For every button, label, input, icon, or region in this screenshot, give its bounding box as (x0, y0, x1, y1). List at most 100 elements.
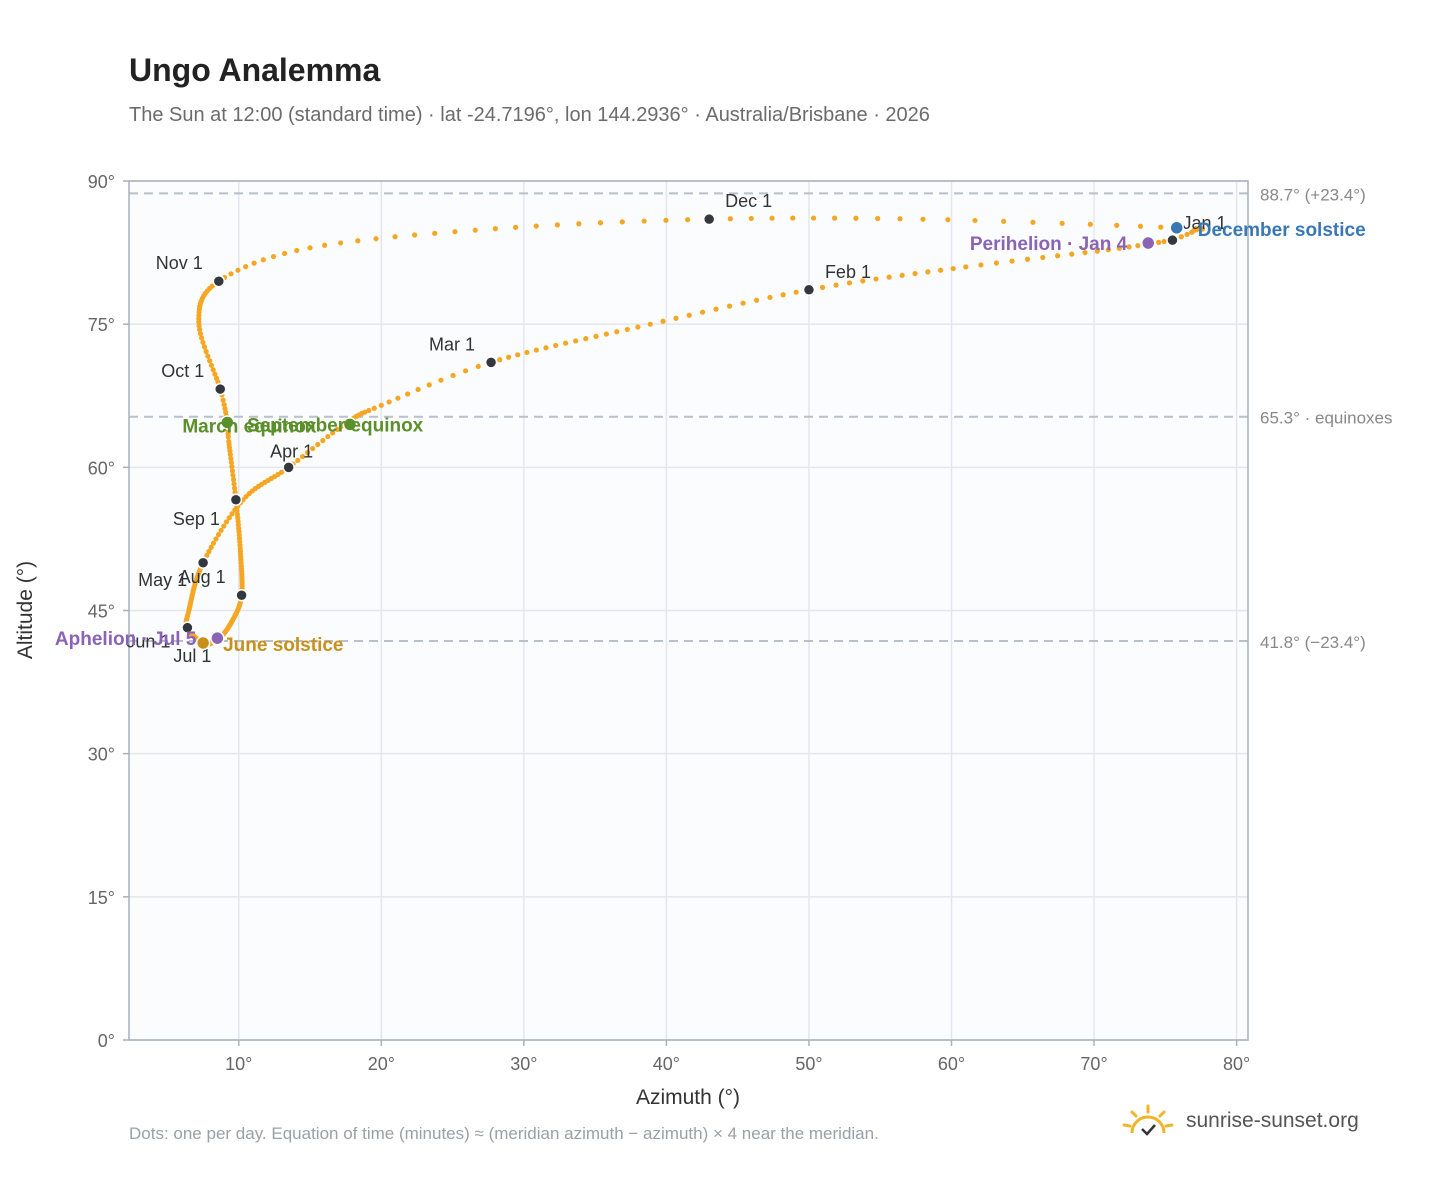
sun-dot (338, 240, 344, 246)
sun-dot (524, 349, 530, 356)
brand-name: sunrise-sunset.org (1186, 1109, 1359, 1132)
sun-dot (945, 217, 951, 223)
sun-dot (295, 457, 301, 463)
sun-dot (685, 217, 691, 223)
event-dot-june-solstice (195, 635, 211, 651)
sun-dot (727, 216, 733, 222)
event-dot-perihelion-jan-4 (1140, 235, 1156, 251)
event-label-september-equinox: September equinox (247, 415, 424, 436)
sun-dot (1184, 231, 1190, 238)
sun-dot (282, 250, 288, 257)
sun-dot (1094, 248, 1100, 254)
sun-dot (226, 438, 232, 445)
sun-dot (197, 327, 203, 333)
sun-dot (371, 405, 377, 411)
sun-dot (1030, 219, 1036, 225)
sun-dot (831, 215, 838, 221)
month-dot-sep-1 (229, 493, 243, 507)
y-tick-label-3: 45° (88, 602, 115, 622)
sun-dot (563, 340, 569, 346)
x-tick-label-5: 60° (938, 1054, 965, 1074)
sun-dot (325, 433, 331, 440)
month-label-jun-1: Jun 1 (126, 632, 170, 652)
sun-dot (378, 402, 384, 408)
month-dot-dec-1 (702, 212, 716, 226)
sun-dot (322, 242, 328, 248)
sun-dot (619, 219, 625, 225)
sun-dot (270, 253, 277, 260)
sun-dot (1114, 222, 1120, 228)
sun-dot (432, 230, 438, 236)
sun-dot (614, 329, 620, 335)
sun-dot (833, 282, 839, 288)
month-label-mar-1: Mar 1 (429, 334, 475, 354)
sun-dot (210, 540, 217, 546)
month-label-apr-1: Apr 1 (270, 441, 313, 461)
sun-dot (1082, 249, 1088, 256)
sun-dot (497, 357, 503, 363)
sun-dot (593, 333, 599, 339)
sun-dot (819, 284, 826, 290)
sun-dot (452, 229, 458, 235)
sun-dot (533, 223, 539, 229)
sun-dot (1105, 247, 1111, 253)
sun-dot (260, 257, 266, 263)
sun-dot (438, 377, 444, 383)
y-axis-label: Altitude (°) (14, 561, 37, 659)
sun-dot (1116, 245, 1122, 251)
event-dot-march-equinox (220, 415, 235, 430)
sun-dot (229, 511, 235, 517)
month-dot-apr-1 (282, 461, 295, 474)
sun-dot (963, 264, 969, 270)
sun-dot (886, 274, 892, 280)
sun-dot (576, 221, 582, 227)
month-label-feb-1: Feb 1 (825, 262, 871, 282)
sun-dot (200, 339, 206, 345)
sun-dot (753, 297, 760, 303)
sun-dot (899, 272, 905, 278)
sun-dot (1001, 218, 1007, 224)
sun-dot (426, 382, 432, 388)
chart-title: Ungo Analemma (129, 52, 381, 88)
month-dot-nov-1 (212, 274, 226, 288)
brand[interactable]: sunrise-sunset.org (1120, 1103, 1359, 1139)
sun-dot (1087, 221, 1093, 227)
month-dot-mar-1 (484, 356, 498, 369)
sun-dot (740, 300, 746, 306)
sun-dot (993, 260, 1000, 266)
event-label-aphelion-jul-5: Aphelion · Jul 5 (55, 629, 197, 650)
footnote: Dots: one per day. Equation of time (min… (129, 1124, 879, 1143)
sun-dot (231, 485, 238, 491)
sun-dot (334, 426, 340, 432)
sun-dot (846, 280, 853, 286)
sun-dot (748, 215, 754, 222)
sun-dot (208, 362, 215, 368)
sun-dot (925, 269, 931, 275)
sun-dot (228, 459, 234, 466)
month-label-nov-1: Nov 1 (156, 253, 203, 273)
sun-dot (554, 222, 560, 228)
month-label-jul-1: Jul 1 (173, 646, 211, 666)
sun-dot (1158, 224, 1164, 230)
sun-dot (533, 347, 539, 353)
sun-dot (1040, 254, 1046, 261)
month-label-may-1: May 1 (138, 570, 187, 590)
x-tick-label-0: 10° (225, 1054, 252, 1074)
sun-dot (203, 348, 209, 355)
sun-dot (810, 215, 817, 221)
sun-dot (213, 375, 220, 381)
sun-dot (767, 294, 773, 301)
reference-label-2: 41.8° (−23.4°) (1260, 633, 1366, 652)
daily-sun-dots (183, 215, 1206, 647)
reference-label-0: 88.7° (+23.4°) (1260, 185, 1366, 204)
sun-dot (790, 215, 796, 221)
sun-dot (1178, 234, 1184, 240)
sun-dot (1161, 238, 1167, 245)
sun-dot (220, 397, 226, 403)
sun-dot (972, 217, 978, 224)
sun-dot (506, 354, 512, 360)
month-dot-feb-1 (802, 283, 816, 297)
sun-dot (938, 267, 944, 273)
sun-dot (1156, 239, 1162, 245)
